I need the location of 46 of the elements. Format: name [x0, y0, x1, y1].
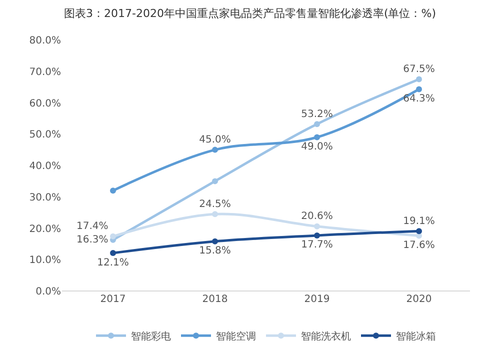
- x-tick-label: 2020: [406, 294, 432, 305]
- y-tick-label: 70.0%: [29, 66, 61, 78]
- data-label: 24.5%: [199, 198, 231, 210]
- x-tick-label: 2017: [100, 294, 126, 305]
- y-tick-label: 20.0%: [29, 224, 61, 235]
- data-label: 12.1%: [97, 257, 129, 268]
- point: [314, 232, 320, 238]
- point: [314, 223, 320, 230]
- point: [416, 86, 422, 92]
- data-label: 67.5%: [403, 64, 435, 75]
- point: [110, 188, 116, 194]
- point: [314, 134, 320, 140]
- data-label: 49.0%: [301, 142, 333, 153]
- point: [314, 121, 320, 128]
- data-label: 45.0%: [199, 134, 231, 146]
- data-label: 17.4%: [76, 221, 108, 232]
- point: [212, 238, 218, 244]
- point: [110, 250, 116, 256]
- legend-label: 智能彩电: [131, 330, 171, 343]
- legend-label: 智能洗衣机: [301, 330, 351, 343]
- y-tick-label: 0.0%: [36, 286, 61, 298]
- data-label: 64.3%: [403, 94, 435, 105]
- data-label: 20.6%: [301, 211, 333, 222]
- data-label: 17.6%: [403, 240, 435, 252]
- legend-label: 智能空调: [216, 330, 256, 343]
- y-tick-label: 60.0%: [29, 98, 61, 110]
- y-tick-label: 80.0%: [29, 36, 61, 46]
- data-label: 53.2%: [301, 108, 333, 120]
- data-label: 16.3%: [76, 234, 108, 246]
- point: [212, 146, 218, 153]
- legend-label: 智能冰箱: [396, 330, 436, 343]
- point: [212, 211, 218, 218]
- point: [212, 178, 218, 184]
- data-label: 19.1%: [403, 216, 435, 227]
- y-tick-label: 40.0%: [29, 161, 61, 172]
- point: [110, 233, 116, 240]
- y-tick-label: 30.0%: [29, 192, 61, 204]
- y-tick-label: 50.0%: [29, 130, 61, 141]
- data-label: 15.8%: [199, 246, 231, 257]
- x-tick-label: 2018: [202, 294, 228, 305]
- chart-title: 图表3：2017-2020年中国重点家电品类产品零售量智能化渗透率(单位：%): [64, 6, 436, 20]
- point: [416, 228, 422, 234]
- y-tick-label: 10.0%: [29, 255, 61, 266]
- point: [416, 76, 422, 82]
- data-label: 17.7%: [301, 240, 333, 251]
- x-tick-label: 2019: [304, 294, 330, 305]
